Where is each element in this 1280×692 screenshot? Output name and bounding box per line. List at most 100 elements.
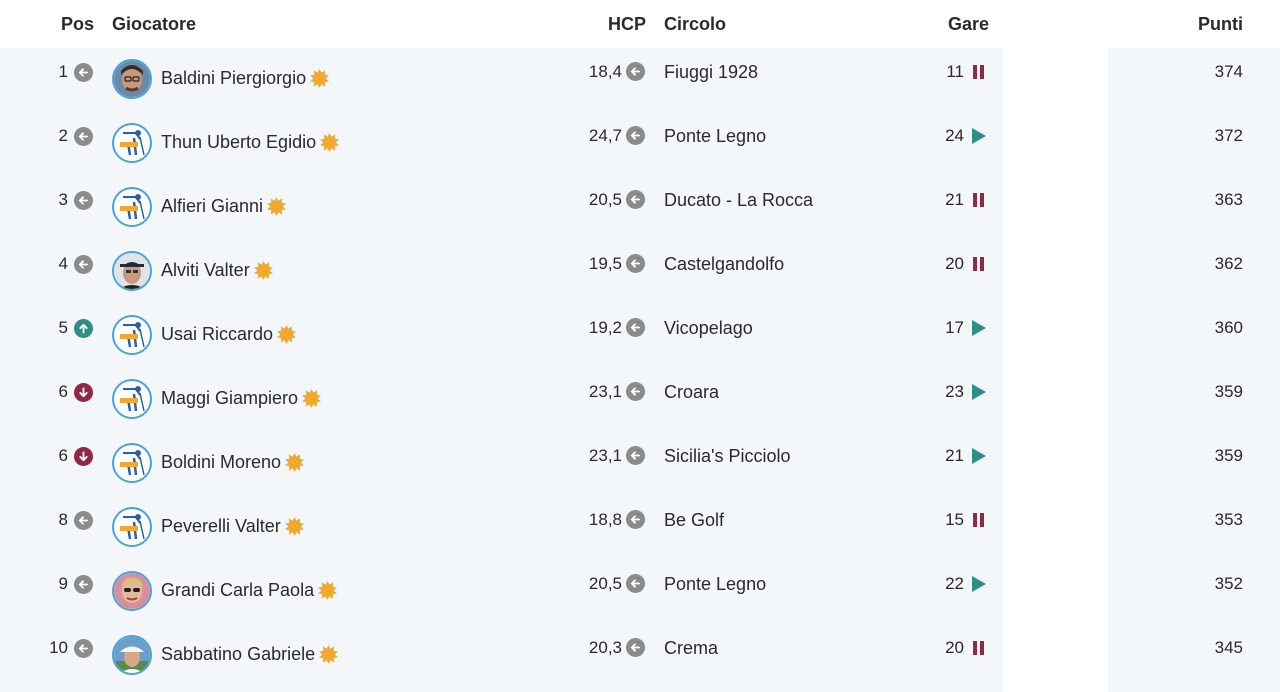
handicap-value: 18,4: [588, 62, 622, 81]
player-name[interactable]: Usai Riccardo: [161, 324, 297, 345]
avatar[interactable]: [112, 59, 152, 99]
player-name[interactable]: Alfieri Gianni: [161, 196, 287, 217]
play-icon[interactable]: [971, 575, 987, 593]
header-club[interactable]: Circolo: [664, 14, 727, 34]
table-row[interactable]: 9 Grandi Carla Paola 20,5 Ponte Legno 22…: [0, 560, 1280, 624]
player-name[interactable]: Baldini Piergiorgio: [161, 68, 330, 89]
club-name[interactable]: Fiuggi 1928: [664, 62, 759, 82]
points-value: 352: [1214, 574, 1243, 593]
races-count: 17: [945, 318, 964, 337]
sun-badge-icon: [318, 581, 338, 600]
sun-badge-icon: [277, 325, 297, 344]
pause-icon[interactable]: [971, 191, 987, 209]
points-value: 359: [1214, 382, 1243, 401]
races-count: 11: [946, 62, 964, 81]
sun-badge-icon: [310, 69, 330, 88]
points-value: 372: [1214, 126, 1243, 145]
play-icon[interactable]: [971, 447, 987, 465]
avatar[interactable]: [112, 635, 152, 675]
position-value: 3: [58, 190, 68, 209]
club-name[interactable]: Crema: [664, 638, 719, 658]
avatar[interactable]: [112, 123, 152, 163]
club-name[interactable]: Ponte Legno: [664, 126, 767, 146]
avatar[interactable]: [112, 315, 152, 355]
races-count: 24: [945, 126, 964, 145]
table-row[interactable]: 1 Baldini Piergiorgio 18,4 Fiuggi 1928 1…: [0, 48, 1280, 112]
points-value: 353: [1214, 510, 1243, 529]
avatar[interactable]: [112, 443, 152, 483]
avatar[interactable]: [112, 187, 152, 227]
table-row[interactable]: 3 Alfieri Gianni 20,5 Ducato - La Rocca …: [0, 176, 1280, 240]
table-header: Pos Giocatore HCP Circolo Gare Punti: [0, 0, 1280, 48]
header-points[interactable]: Punti: [1198, 14, 1243, 34]
trend-same-icon: [74, 511, 93, 530]
club-name[interactable]: Ponte Legno: [664, 574, 767, 594]
handicap-value: 20,3: [588, 638, 622, 657]
header-hcp[interactable]: HCP: [607, 14, 646, 34]
handicap-trend-icon: [626, 62, 645, 81]
club-name[interactable]: Ducato - La Rocca: [664, 190, 814, 210]
handicap-value: 23,1: [588, 446, 622, 465]
player-name[interactable]: Maggi Giampiero: [161, 388, 322, 409]
table-row[interactable]: 2 Thun Uberto Egidio 24,7 Ponte Legno 24…: [0, 112, 1280, 176]
handicap-value: 23,1: [588, 382, 622, 401]
avatar[interactable]: [112, 507, 152, 547]
avatar[interactable]: [112, 379, 152, 419]
club-name[interactable]: Sicilia's Picciolo: [664, 446, 791, 466]
handicap-trend-icon: [626, 318, 645, 337]
trend-down-icon: [74, 383, 93, 402]
sun-badge-icon: [284, 517, 304, 536]
races-count: 21: [945, 446, 964, 465]
pause-icon[interactable]: [971, 63, 987, 81]
club-name[interactable]: Castelgandolfo: [664, 254, 785, 274]
play-icon[interactable]: [971, 383, 987, 401]
player-name[interactable]: Grandi Carla Paola: [161, 580, 338, 601]
position-value: 8: [58, 510, 68, 529]
handicap-trend-icon: [626, 382, 645, 401]
points-value: 360: [1214, 318, 1243, 337]
table-row[interactable]: 10 Sabbatino Gabriele 20,3 Crema 20 345: [0, 624, 1280, 688]
handicap-trend-icon: [626, 254, 645, 273]
handicap-trend-icon: [626, 126, 645, 145]
header-player[interactable]: Giocatore: [112, 14, 197, 34]
club-name[interactable]: Be Golf: [664, 510, 725, 530]
club-name[interactable]: Croara: [664, 382, 720, 402]
table-row[interactable]: 6 Boldini Moreno 23,1 Sicilia's Picciolo…: [0, 432, 1280, 496]
avatar[interactable]: [112, 251, 152, 291]
header-pos[interactable]: Pos: [60, 14, 94, 34]
player-name[interactable]: Thun Uberto Egidio: [161, 132, 340, 153]
table-row[interactable]: 6 Maggi Giampiero 23,1 Croara 23 359: [0, 368, 1280, 432]
position-value: 10: [49, 638, 68, 657]
sun-badge-icon: [320, 133, 340, 152]
pause-icon[interactable]: [971, 511, 987, 529]
pause-icon[interactable]: [971, 639, 987, 657]
player-name[interactable]: Sabbatino Gabriele: [161, 644, 339, 665]
avatar[interactable]: [112, 571, 152, 611]
position-value: 6: [58, 382, 68, 401]
table-row[interactable]: 4 Alviti Valter 19,5 Castelgandolfo 20 3…: [0, 240, 1280, 304]
sun-badge-icon: [267, 197, 287, 216]
points-value: 362: [1214, 254, 1243, 273]
trend-same-icon: [74, 575, 93, 594]
play-icon[interactable]: [971, 319, 987, 337]
header-races[interactable]: Gare: [947, 14, 989, 34]
handicap-value: 19,5: [588, 254, 622, 273]
races-count: 15: [945, 510, 964, 529]
player-name[interactable]: Peverelli Valter: [161, 516, 304, 537]
handicap-trend-icon: [626, 638, 645, 657]
handicap-trend-icon: [626, 574, 645, 593]
races-count: 20: [945, 638, 964, 657]
trend-same-icon: [74, 191, 93, 210]
player-name[interactable]: Boldini Moreno: [161, 452, 305, 473]
sun-badge-icon: [285, 453, 305, 472]
table-row[interactable]: 5 Usai Riccardo 19,2 Vicopelago 17 360: [0, 304, 1280, 368]
sun-badge-icon: [302, 389, 322, 408]
play-icon[interactable]: [971, 127, 987, 145]
club-name[interactable]: Vicopelago: [664, 318, 753, 338]
table-row[interactable]: 8 Peverelli Valter 18,8 Be Golf 15 353: [0, 496, 1280, 560]
player-name[interactable]: Alviti Valter: [161, 260, 273, 281]
handicap-trend-icon: [626, 510, 645, 529]
trend-same-icon: [74, 639, 93, 658]
pause-icon[interactable]: [971, 255, 987, 273]
points-column-background: [1108, 48, 1280, 692]
